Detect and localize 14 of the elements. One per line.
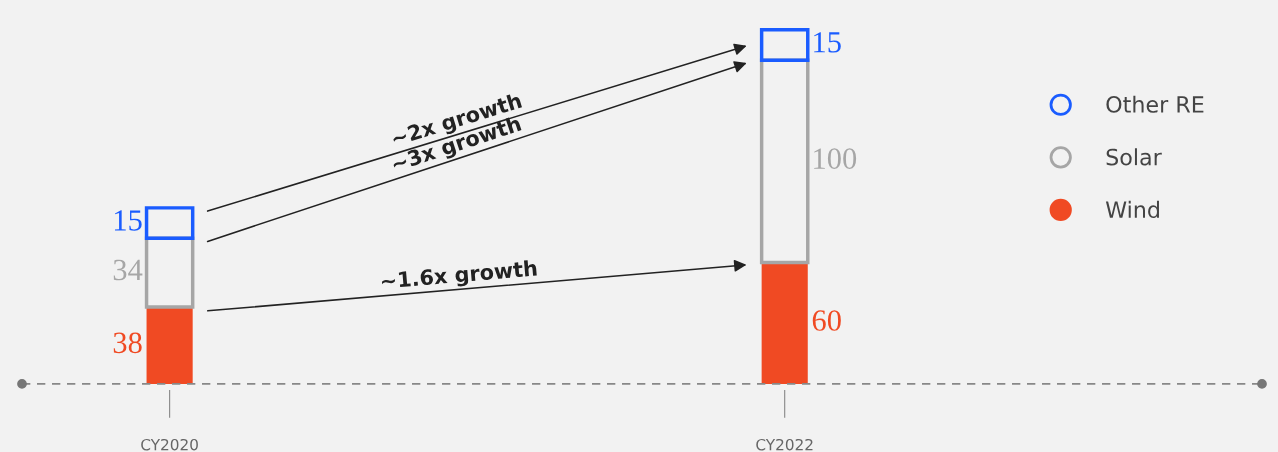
x-tick-label: CY2020 bbox=[141, 438, 198, 451]
data-label: 60 bbox=[812, 310, 841, 331]
legend-label: Other RE bbox=[1106, 95, 1204, 113]
bar bbox=[761, 262, 808, 384]
data-label: 34 bbox=[113, 259, 143, 281]
legend-label: Wind bbox=[1105, 200, 1159, 219]
annotation: ~1.6x growth bbox=[381, 259, 538, 294]
legend-label: Solar bbox=[1106, 148, 1162, 166]
x-tick-label: CY2022 bbox=[756, 438, 813, 451]
data-label: 38 bbox=[113, 332, 142, 354]
bar bbox=[146, 307, 193, 384]
data-label: 15 bbox=[115, 210, 142, 231]
data-label: 15 bbox=[814, 32, 841, 53]
data-label: 100 bbox=[814, 148, 857, 169]
